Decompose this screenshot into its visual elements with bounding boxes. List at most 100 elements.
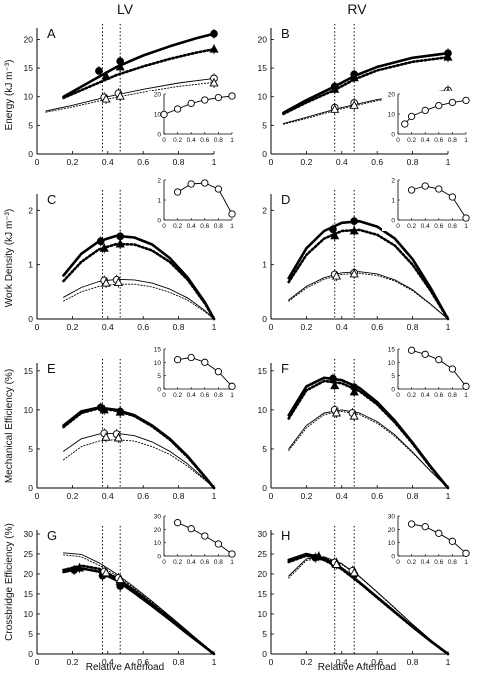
y-tick-label: 0 xyxy=(28,149,33,159)
y-tick-label: 25 xyxy=(258,549,268,559)
inset-y-tick-label: 2 xyxy=(157,178,161,185)
y-tick-label: 0 xyxy=(28,649,33,659)
inset-x-tick-label: 1 xyxy=(230,392,234,399)
inset-y-tick-label: 30 xyxy=(154,514,162,521)
inset-y-tick-label: 20 xyxy=(388,527,396,534)
inset-data-point xyxy=(435,529,443,537)
inset-y-tick-label: 15 xyxy=(154,347,162,354)
inset-y-tick-label: 10 xyxy=(154,112,162,119)
x-tick-label: 0.8 xyxy=(407,157,419,167)
inset-data-point xyxy=(201,358,209,366)
inset-x-tick-label: 1 xyxy=(230,223,234,230)
series-line-thin-solid xyxy=(63,278,215,320)
inset-c: 0 0.2 0.4 0.6 0.8 1 0 1 2 xyxy=(148,177,236,231)
inset-x-tick-label: 0.8 xyxy=(448,137,457,144)
y-tick-label: 20 xyxy=(24,34,34,44)
ylabel-mechanical-efficiency: Mechanical Efficiency (%) xyxy=(4,369,15,483)
inset-y-tick-label: 20 xyxy=(154,527,162,534)
series-line-thin-dotted xyxy=(63,283,215,320)
data-point-filled-triangle xyxy=(209,44,219,53)
x-tick-label: 0.4 xyxy=(336,322,348,332)
inset-x-tick-label: 0 xyxy=(396,559,400,566)
inset-data-point xyxy=(214,540,223,548)
inset-y-tick-label: 0 xyxy=(391,132,395,139)
data-point-open-triangle xyxy=(101,94,111,103)
x-tick-label: 0.2 xyxy=(66,322,78,332)
inset-x-tick-label: 0 xyxy=(396,223,400,230)
x-tick-label: 0.2 xyxy=(300,491,312,501)
x-tick-label: 0.8 xyxy=(407,657,419,667)
y-tick-label: 20 xyxy=(258,34,268,44)
panel-letter: B xyxy=(281,26,290,41)
data-point-open-triangle xyxy=(349,268,359,278)
data-point-open-triangle xyxy=(101,432,111,441)
series-line-thick-dotted xyxy=(62,406,216,490)
y-tick-label: 2 xyxy=(262,205,267,215)
inset-d: 0 0.2 0.4 0.6 0.8 1 0 1 2 xyxy=(382,177,470,231)
inset-y-tick-label: 10 xyxy=(154,360,162,367)
data-point-filled-circle xyxy=(210,29,218,38)
inset-x-tick-label: 1 xyxy=(464,392,468,399)
inset-x-tick-label: 0.2 xyxy=(173,559,182,566)
inset-x-tick-label: 0.4 xyxy=(187,223,196,230)
y-tick-label: 0 xyxy=(262,483,267,493)
ylabel-crossbridge-efficiency: Crossbridge Efficiency (%) xyxy=(4,523,15,641)
inset-y-tick-label: 20 xyxy=(154,92,162,99)
data-point-open-triangle xyxy=(101,278,111,287)
inset-y-tick-label: 0 xyxy=(391,554,395,561)
inset-data-point xyxy=(214,93,223,102)
series-line-thin-solid xyxy=(63,432,215,489)
x-tick-label: 0 xyxy=(269,322,274,332)
inset-background xyxy=(148,513,236,567)
inset-x-tick-label: 0.2 xyxy=(407,223,416,230)
x-tick-label: 0.2 xyxy=(66,491,78,501)
inset-data-point xyxy=(187,353,195,362)
x-tick-label: 1 xyxy=(446,491,451,501)
data-point-open-triangle xyxy=(349,411,359,420)
y-tick-label: 1 xyxy=(28,260,33,270)
x-tick-label: 0.2 xyxy=(66,657,78,667)
inset-data-point xyxy=(187,525,195,533)
y-tick-label: 20 xyxy=(258,569,268,579)
panel-letter: G xyxy=(47,528,57,543)
data-point-filled-triangle xyxy=(314,551,324,560)
x-tick-label: 1 xyxy=(446,657,451,667)
data-point-open-triangle xyxy=(331,271,342,280)
inset-y-tick-label: 10 xyxy=(388,360,396,367)
inset-y-tick-label: 2 xyxy=(391,178,395,185)
data-point-filled-triangle xyxy=(101,71,111,80)
inset-data-point xyxy=(448,98,457,107)
inset-x-tick-label: 0.6 xyxy=(434,137,443,144)
data-point-filled-triangle xyxy=(349,72,359,82)
inset-x-tick-label: 0.8 xyxy=(214,392,223,399)
data-point-filled-triangle xyxy=(115,407,125,416)
x-tick-label: 0.4 xyxy=(102,657,114,667)
data-point-filled-triangle xyxy=(99,243,109,252)
y-tick-label: 25 xyxy=(24,549,34,559)
inset-x-tick-label: 0.6 xyxy=(200,137,209,144)
inset-y-tick-label: 10 xyxy=(388,112,396,119)
data-point-filled-circle xyxy=(329,374,337,383)
inset-x-tick-label: 0.6 xyxy=(200,223,209,230)
inset-x-tick-label: 0.8 xyxy=(448,559,457,566)
y-tick-label: 10 xyxy=(24,609,34,619)
inset-data-point xyxy=(228,92,236,100)
inset-x-tick-label: 0.6 xyxy=(434,223,443,230)
series-line-thin-dotted xyxy=(45,81,215,113)
series-line-thin-solid xyxy=(45,77,215,112)
data-point-filled-circle xyxy=(350,217,359,226)
panel-d: 0 0.2 0.4 0.6 0.8 1 0 1 2 D 0 0.2 0.4 0.6 0.8 1 0 1 2 xyxy=(262,177,470,332)
inset-y-tick-label: 15 xyxy=(388,347,396,354)
x-tick-label: 0 xyxy=(269,657,274,667)
inset-data-point xyxy=(435,101,443,110)
ylabel-energy: Energy (kJ m⁻³) xyxy=(4,60,15,131)
x-tick-label: 0.6 xyxy=(137,491,149,501)
inset-data-point xyxy=(214,368,223,376)
inset-data-point xyxy=(201,532,209,540)
inset-data-point xyxy=(421,350,429,358)
